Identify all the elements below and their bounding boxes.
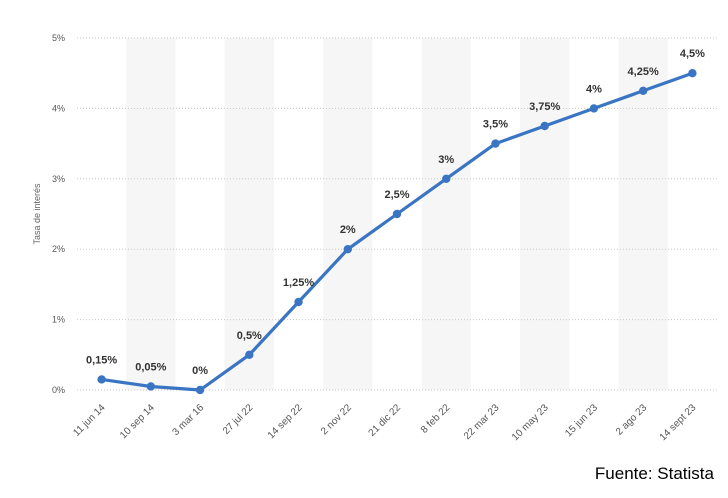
data-point [589, 104, 599, 113]
y-tick-label: 2% [52, 244, 65, 254]
data-point [245, 350, 254, 359]
data-point [638, 86, 648, 96]
data-label: 3% [438, 154, 454, 166]
data-point [294, 297, 303, 307]
y-tick-label: 3% [52, 174, 65, 184]
data-point [343, 245, 352, 254]
data-label: 4,25% [628, 66, 659, 78]
y-axis-label: Tasa de interés [32, 183, 42, 245]
y-tick-label: 5% [52, 33, 65, 43]
data-label: 0,5% [237, 330, 262, 342]
data-label: 3,5% [483, 119, 508, 131]
band [224, 38, 274, 390]
series-line [100, 71, 694, 392]
x-tick-label: 27 jul 22 [221, 402, 256, 437]
x-tick-label: 21 dic 22 [367, 402, 404, 439]
x-tick-label: 3 mar 16 [171, 402, 207, 438]
x-tick-label: 22 mar 23 [462, 402, 502, 442]
y-tick-label: 4% [52, 103, 65, 113]
band [520, 38, 570, 390]
x-tick-label: 14 sept 23 [658, 402, 699, 443]
data-label: 4% [586, 83, 602, 95]
band [323, 38, 373, 390]
data-label: 2,5% [384, 189, 409, 201]
data-point [688, 69, 697, 78]
data-point [97, 375, 106, 384]
x-axis-ticks: 11 jun 14 10 sep 14 3 mar 16 27 jul 22 14 se… [71, 402, 698, 443]
data-point [540, 121, 549, 131]
data-points [97, 69, 697, 395]
x-tick-label: 2 ago 23 [614, 402, 650, 438]
x-tick-label: 8 feb 22 [419, 402, 453, 436]
source-label: Fuente: Statista [594, 464, 714, 483]
data-label: 0,05% [135, 361, 166, 373]
data-point [392, 209, 402, 219]
x-tick-label: 10 sep 14 [118, 402, 157, 441]
alternating-column-bands [126, 38, 668, 390]
y-tick-label: 1% [52, 315, 65, 325]
data-label: 0,15% [86, 354, 117, 366]
x-tick-label: 15 jun 23 [563, 402, 600, 439]
data-point [146, 382, 156, 391]
y-tick-label: 0% [52, 385, 65, 395]
data-point [491, 139, 500, 148]
x-tick-label: 11 jun 14 [71, 402, 108, 439]
band [126, 38, 176, 390]
x-tick-label: 10 may 23 [510, 402, 551, 443]
data-label: 3,75% [529, 101, 560, 113]
data-label: 2% [340, 224, 356, 236]
data-point [195, 385, 205, 395]
data-point [442, 174, 451, 183]
x-tick-label: 14 sep 22 [266, 402, 305, 441]
band [421, 38, 471, 390]
data-label: 1,25% [283, 277, 314, 289]
data-labels: 0,15% 0,05% 0% 0,5% 1,25% 2% 2,5% 3% 3,5% 3,75% 4%… [86, 48, 705, 377]
x-tick-label: 2 nov 22 [319, 402, 354, 437]
data-label: 0% [192, 365, 208, 377]
data-label: 4,5% [680, 48, 705, 60]
y-axis-ticks: 0% 1% 2% 3% 4% 5% [52, 33, 65, 395]
